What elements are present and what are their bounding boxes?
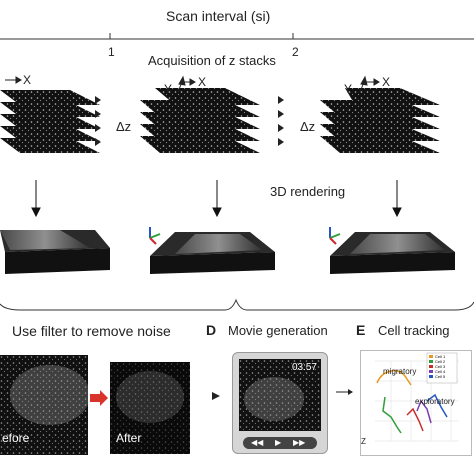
movie-player[interactable]: 03:57 ◀◀ ▶ ▶▶	[232, 352, 328, 454]
rendered-volume-2	[149, 227, 275, 274]
rendering-title: 3D rendering	[270, 184, 346, 199]
legend-entry-1: Cell 1	[435, 354, 446, 359]
z-stack-diagram	[0, 75, 440, 153]
legend-entry-3: Cell 3	[435, 364, 446, 369]
filter-arrow	[90, 390, 108, 406]
panel-d-letter: D	[206, 322, 217, 338]
stacks-title: Acquisition of z stacks	[148, 53, 276, 68]
timeline-title: Scan interval (si)	[166, 8, 271, 24]
panel-e-letter: E	[356, 322, 366, 338]
stack-2-axis-x: X	[198, 75, 207, 89]
play-icon[interactable]: ▶	[275, 438, 282, 447]
axis-arrow-xy-3	[359, 75, 380, 93]
track-purple	[416, 399, 432, 424]
z-stack-3	[320, 88, 440, 153]
panel-c-title: Use filter to remove noise	[12, 323, 171, 339]
rendered-volumes	[0, 227, 455, 274]
legend-entry-4: Cell 4	[435, 369, 446, 374]
label-exploratory: exploratory	[415, 397, 455, 406]
axis-arrow-xy-2	[177, 75, 196, 93]
timeline-tick-1: 1	[108, 45, 115, 59]
stack-3-axis-y: Y	[344, 82, 353, 96]
rendered-volume-1	[0, 230, 110, 274]
movie-frame: 03:57	[239, 359, 321, 431]
stack-1-axis-x: X	[23, 73, 32, 87]
track-orange	[376, 369, 412, 386]
label-migratory: migratory	[383, 367, 417, 376]
timeline-tick-2: 2	[292, 45, 299, 59]
axis-arrow-x-1	[5, 76, 22, 84]
stack-3-axis-x: X	[382, 75, 391, 89]
z-stack-1	[0, 90, 100, 153]
filter-after-image	[110, 362, 190, 454]
tracking-axis-z: Z	[361, 437, 366, 446]
stack-2-axis-y: Y	[164, 82, 173, 96]
rendered-volume-3	[329, 227, 455, 274]
down-arrows	[31, 180, 402, 218]
z-step-markers	[95, 96, 284, 146]
filter-before-image	[0, 355, 88, 455]
forward-icon[interactable]: ▶▶	[293, 438, 306, 447]
filter-after-label: After	[116, 431, 142, 445]
section-brace	[0, 298, 474, 311]
track-green	[382, 396, 402, 434]
rewind-icon[interactable]: ◀◀	[251, 438, 264, 447]
movie-controls: ◀◀ ▶ ▶▶	[243, 437, 317, 449]
panel-e-title: Cell tracking	[378, 323, 450, 338]
tracking-plot: Cell 1 Cell 2 Cell 3 Cell 4 Cell 5 migra…	[360, 350, 472, 456]
z-stack-2	[140, 88, 260, 153]
movie-timestamp: 03:57	[291, 362, 317, 373]
track-blue	[426, 393, 448, 418]
panel-d-title: Movie generation	[228, 323, 328, 338]
legend-entry-5: Cell 5	[435, 374, 446, 379]
timeline-axis	[0, 33, 474, 40]
delta-z-1: Δz	[116, 119, 132, 134]
tracking-arrow	[336, 389, 353, 395]
tracking-plot-svg: Cell 1 Cell 2 Cell 3 Cell 4 Cell 5	[375, 352, 459, 442]
legend-entry-2: Cell 2	[435, 359, 446, 364]
delta-z-2: Δz	[300, 119, 316, 134]
movie-frame-image	[239, 359, 321, 431]
track-red	[406, 407, 424, 432]
filter-before-label: efore	[2, 431, 30, 445]
movie-arrow	[212, 392, 220, 400]
